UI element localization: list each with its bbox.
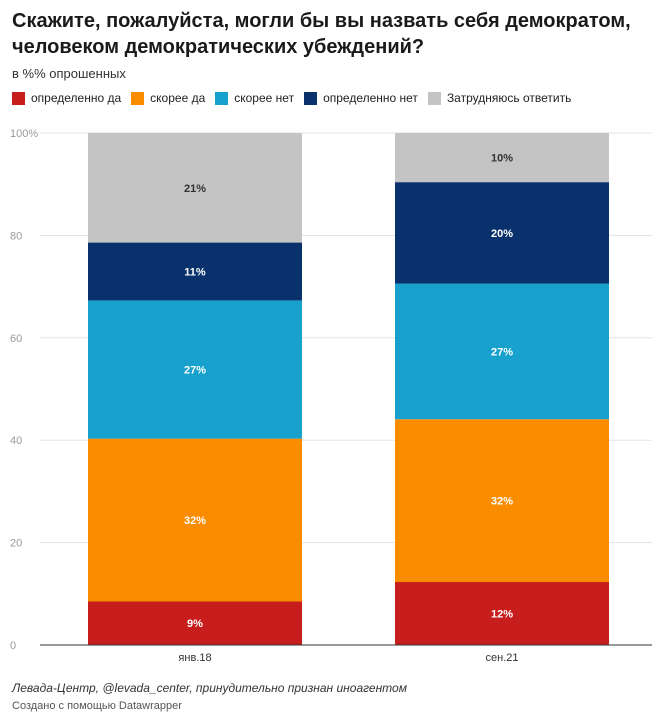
data-label: 10% xyxy=(491,153,513,165)
data-label: 27% xyxy=(491,346,513,358)
legend-swatch xyxy=(12,91,25,105)
legend-label: Затрудняюсь ответить xyxy=(446,91,572,105)
data-label: 21% xyxy=(184,183,206,195)
bar-segment xyxy=(395,182,609,284)
y-tick-label: 20 xyxy=(10,538,22,550)
legend-swatch xyxy=(427,91,441,105)
chart-subtitle: в %% опрошенных xyxy=(12,66,126,81)
legend-label: определенно да xyxy=(31,91,122,105)
bar-segment xyxy=(88,242,302,301)
y-tick-label: 40 xyxy=(10,435,22,447)
y-tick-label: 80 xyxy=(10,230,22,242)
x-tick-label: янв.18 xyxy=(178,652,211,664)
x-tick-label: сен.21 xyxy=(486,652,519,664)
bar-segment xyxy=(88,300,302,439)
chart-title: Скажите, пожалуйста, могли бы вы назвать… xyxy=(12,10,631,58)
footer-source: Левада-Центр, @levada_center, принудител… xyxy=(12,681,407,695)
y-tick-label: 0 xyxy=(10,640,16,652)
legend-item-rather-no: скорее нет xyxy=(215,91,294,105)
legend-label: скорее нет xyxy=(234,91,295,105)
stacked-bar-chart: 0 20 40 60 80 100% 9% 32% 27% 11% 21% янв.18 12% 32% 2… xyxy=(10,128,652,664)
legend-item-definitely-yes: определенно да xyxy=(12,91,121,105)
data-label: 12% xyxy=(491,609,513,621)
bar-segment xyxy=(395,582,609,645)
y-tick-label: 100% xyxy=(10,128,38,140)
bar-segment xyxy=(88,601,302,645)
footer-credit: Создано с помощью Datawrapper xyxy=(12,700,182,712)
legend-label: определенно нет xyxy=(323,91,418,105)
legend: определенно да скорее да скорее нет опре… xyxy=(12,91,581,105)
legend-item-dont-know: Затрудняюсь ответить xyxy=(427,91,572,105)
data-label: 32% xyxy=(491,496,513,508)
bar-segment xyxy=(395,133,609,183)
legend-item-rather-yes: скорее да xyxy=(131,91,205,105)
data-label: 20% xyxy=(491,228,513,240)
y-tick-label: 60 xyxy=(10,333,22,345)
legend-swatch xyxy=(131,91,145,105)
legend-label: скорее да xyxy=(150,91,206,105)
bar-segment xyxy=(88,133,302,243)
data-label: 32% xyxy=(184,515,206,527)
bar-segment xyxy=(395,283,609,420)
bar-segment xyxy=(88,438,302,602)
data-label: 9% xyxy=(187,618,203,630)
data-label: 27% xyxy=(184,365,206,377)
legend-swatch xyxy=(215,91,229,105)
legend-swatch xyxy=(304,91,318,105)
legend-item-definitely-no: определенно нет xyxy=(304,91,418,105)
bar-segment xyxy=(395,419,609,583)
data-label: 11% xyxy=(184,266,206,278)
